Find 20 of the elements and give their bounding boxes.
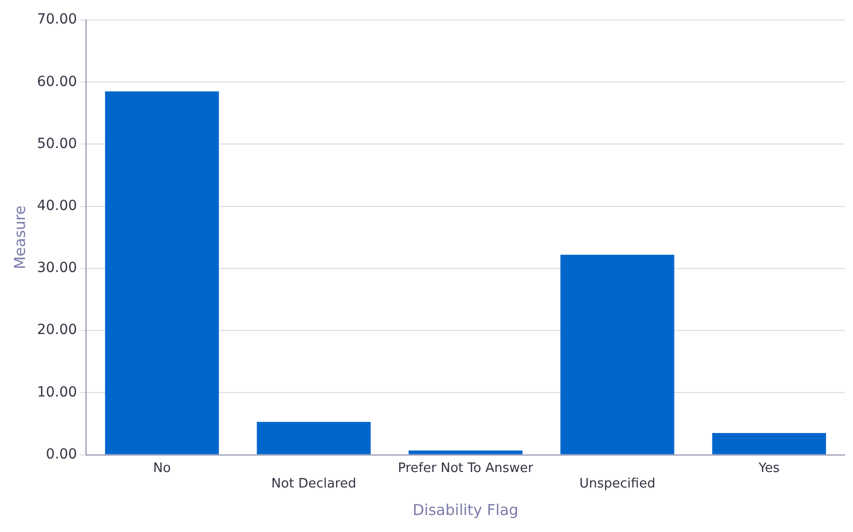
y-axis-title: Measure xyxy=(10,206,29,270)
y-tick-label: 70.00 xyxy=(36,12,78,28)
bar xyxy=(712,433,826,454)
y-tick-label: 60.00 xyxy=(36,74,78,90)
x-axis-title: Disability Flag xyxy=(412,500,518,519)
bar xyxy=(408,450,522,454)
x-tick-label: Yes xyxy=(758,460,780,476)
x-tick-label: No xyxy=(153,460,171,476)
y-tick-label: 30.00 xyxy=(36,260,78,276)
y-tick-label: 10.00 xyxy=(36,384,78,400)
bar xyxy=(560,254,674,454)
x-tick-label: Unspecified xyxy=(579,476,656,492)
bar xyxy=(256,422,371,454)
y-tick-label: 50.00 xyxy=(36,136,78,152)
y-tick-label: 20.00 xyxy=(36,322,78,338)
x-tick-label: Not Declared xyxy=(271,476,356,492)
y-tick-label: 40.00 xyxy=(36,198,78,214)
y-tick-label: 0.00 xyxy=(46,446,78,462)
bar xyxy=(105,91,219,454)
x-tick-label: Prefer Not To Answer xyxy=(398,460,534,476)
